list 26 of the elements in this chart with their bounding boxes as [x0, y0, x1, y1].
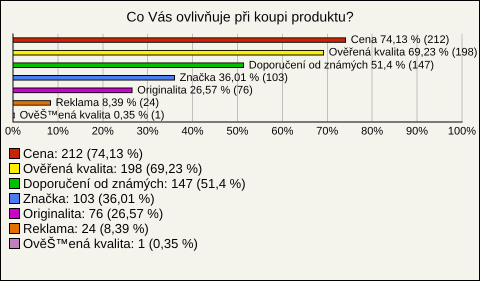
x-tick-label: 60%: [271, 125, 294, 138]
x-tick-label: 40%: [182, 125, 204, 138]
x-tick-label: 20%: [92, 125, 114, 138]
text: Značka: 103 (36,01 %): [23, 191, 155, 206]
category-label: Doporučení od známých 51,4 % (147): [248, 59, 434, 72]
text: Reklama: 24 (8,39 %): [23, 221, 149, 236]
text: Doporučení od známých: 147 (51,4 %): [23, 176, 246, 191]
text: Ověřená kvalita: 198 (69,23 %): [23, 161, 202, 176]
category-label: Cena 74,13 % (212): [350, 34, 450, 46]
category-label: Reklama 8,39 % (24): [56, 96, 159, 109]
category-label: Ověřená kvalita 69,23 % (198): [328, 46, 478, 59]
x-tick-label: 90%: [406, 125, 428, 138]
x-tick-label: 10%: [46, 125, 70, 138]
x-tick-label: 100%: [448, 125, 476, 138]
x-tick-label: 30%: [136, 125, 159, 138]
category-label: Originalita 26,57 % (76): [137, 84, 253, 96]
text: Originalita: 76 (26,57 %): [23, 206, 164, 221]
x-tick-label: 70%: [316, 125, 338, 138]
category-label: Značka 36,01 % (103): [180, 72, 288, 84]
x-tick-label: 0%: [5, 125, 22, 138]
text: Cena: 212 (74,13 %): [23, 146, 143, 161]
text: OvěŠ™ená kvalita: 1 (0,35 %): [23, 236, 198, 251]
x-tick-label: 50%: [226, 125, 249, 138]
category-label: OvěŠ™ená kvalita 0,35 % (1): [20, 110, 164, 122]
chart-title: Co Vás ovlivňuje při koupi produktu?: [126, 8, 354, 24]
x-tick-label: 80%: [361, 125, 384, 138]
